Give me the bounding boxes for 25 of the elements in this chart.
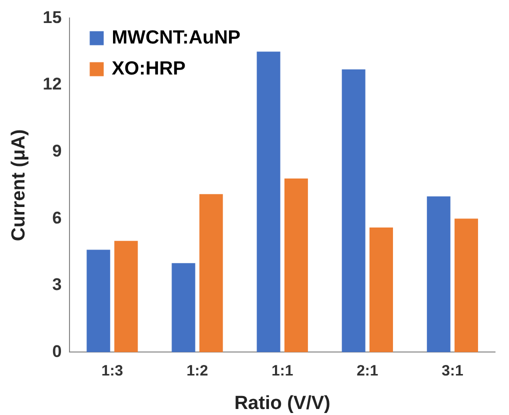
y-tick-label: 6 [52,208,62,228]
bar [342,69,366,352]
bar [86,250,110,352]
bar [284,178,308,352]
x-tick-label: 3:1 [442,362,464,380]
bar [426,196,450,352]
y-tick-label: 12 [42,74,62,94]
bar [172,263,196,352]
x-tick-label: 2:1 [356,362,378,380]
y-tick-label: 15 [42,8,62,27]
y-axis-title: Current (μA) [8,129,30,242]
bar [114,240,138,352]
y-tick-label: 0 [52,342,62,361]
x-tick-label: 1:1 [272,362,294,380]
bar [369,228,393,352]
y-tick-label: 3 [52,275,62,294]
bar [454,218,478,352]
legend-label: XO:HRP [112,58,186,80]
bar [199,194,223,352]
y-tick-label: 9 [52,141,62,160]
x-tick-label: 1:2 [186,362,208,380]
legend-label: MWCNT:AuNP [112,27,241,48]
x-tick-label: 1:3 [101,362,124,380]
bar [256,52,280,352]
x-axis-title: Ratio (V/V) [234,392,330,414]
